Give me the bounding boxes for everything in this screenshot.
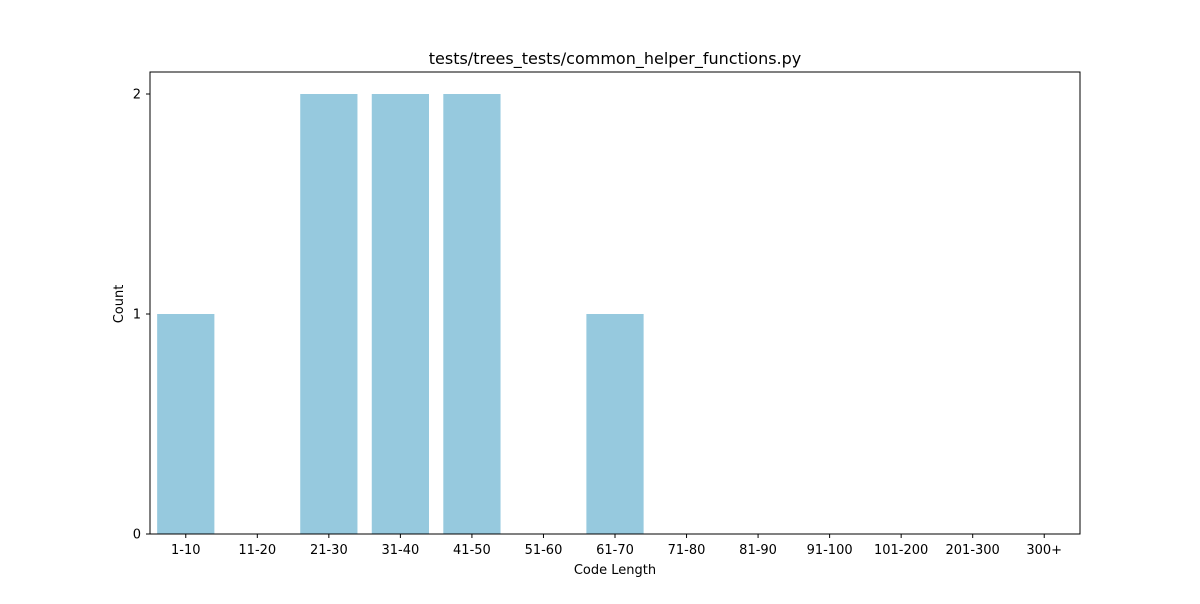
x-tick-label: 101-200 [874, 543, 928, 558]
y-tick-label: 0 [133, 528, 141, 543]
x-tick-label: 71-80 [668, 543, 706, 558]
x-tick-label: 81-90 [739, 543, 777, 558]
x-axis-label: Code Length [574, 563, 656, 578]
y-axis-label: Count [112, 285, 127, 324]
bars-layer [157, 94, 644, 534]
chart-title: tests/trees_tests/common_helper_function… [429, 49, 802, 69]
x-tick-label: 300+ [1026, 543, 1062, 558]
x-tick-label: 201-300 [946, 543, 1000, 558]
y-tick-label: 2 [133, 88, 141, 103]
bar-21-30 [300, 94, 358, 534]
bar-31-40 [371, 94, 429, 534]
x-tick-label: 31-40 [381, 543, 419, 558]
x-tick-label: 51-60 [525, 543, 563, 558]
x-tick-label: 41-50 [453, 543, 491, 558]
x-axis: 1-10 11-20 21-30 31-40 41-50 51-60 61-70 71-80 8… [171, 534, 1062, 558]
y-axis: 0 1 2 [133, 88, 150, 543]
bar-41-50 [443, 94, 501, 534]
bar-1-10 [157, 314, 215, 534]
x-tick-label: 61-70 [596, 543, 634, 558]
x-tick-label: 21-30 [310, 543, 348, 558]
x-tick-label: 1-10 [171, 543, 201, 558]
x-tick-label: 91-100 [807, 543, 853, 558]
y-tick-label: 1 [133, 308, 141, 323]
x-tick-label: 11-20 [238, 543, 276, 558]
bar-61-70 [586, 314, 644, 534]
